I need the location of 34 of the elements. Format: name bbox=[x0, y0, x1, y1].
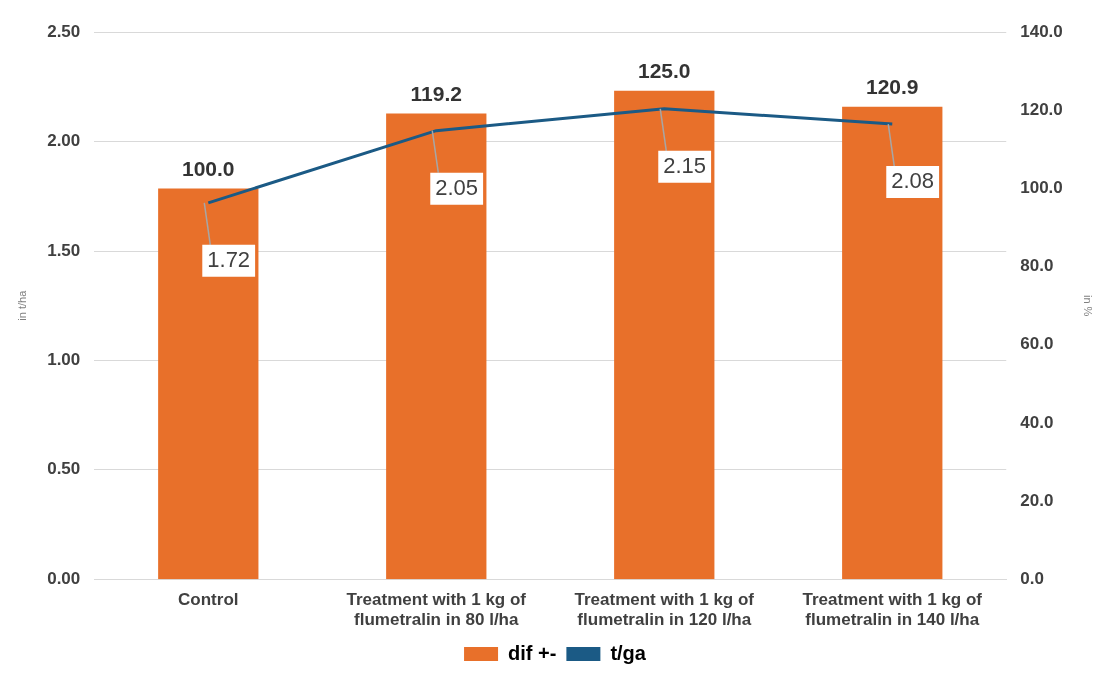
y2-tick-label: 20.0 bbox=[1020, 490, 1054, 510]
y2-tick-label: 100.0 bbox=[1020, 178, 1063, 198]
y2-tick-label: 140.0 bbox=[1020, 21, 1063, 41]
bar bbox=[386, 113, 487, 580]
y2-tick-label: 60.0 bbox=[1020, 334, 1054, 354]
data-label: 2.05 bbox=[435, 174, 479, 200]
legend-label: t/ga bbox=[610, 641, 647, 664]
y2-tick-label: 80.0 bbox=[1020, 256, 1054, 276]
y-tick-label: 1.00 bbox=[47, 350, 81, 370]
y-tick-label: 2.50 bbox=[47, 21, 81, 41]
data-label: 1.72 bbox=[207, 246, 251, 272]
data-label: 2.15 bbox=[663, 152, 707, 178]
x-tick-label: Treatment with 1 kg of flumetralin in 80 l/ha bbox=[346, 590, 527, 630]
y-axis-title: in t/ha bbox=[15, 289, 28, 321]
data-label: 120.9 bbox=[865, 75, 919, 99]
y2-tick-label: 120.0 bbox=[1020, 100, 1063, 120]
y2-tick-label: 0.0 bbox=[1020, 568, 1044, 588]
bar bbox=[614, 90, 715, 580]
y2-tick-label: 40.0 bbox=[1020, 412, 1054, 432]
x-tick-label: Treatment with 1 kg of flumetralin in 120 l/ha bbox=[574, 590, 755, 630]
data-label: 2.08 bbox=[891, 168, 935, 194]
legend-label: dif +- bbox=[508, 641, 557, 664]
bar bbox=[842, 106, 943, 580]
y2-axis-title: in % bbox=[1082, 295, 1095, 317]
y-tick-label: 2.00 bbox=[47, 131, 81, 151]
x-tick-label: Treatment with 1 kg of flumetralin in 140 l/ha bbox=[802, 590, 983, 630]
y-tick-label: 1.50 bbox=[47, 240, 81, 260]
x-tick-label: Control bbox=[178, 590, 239, 610]
bar bbox=[158, 188, 259, 580]
y-tick-label: 0.50 bbox=[47, 459, 81, 479]
data-label: 125.0 bbox=[637, 59, 691, 83]
data-label: 119.2 bbox=[410, 81, 462, 105]
data-label: 100.0 bbox=[182, 156, 235, 180]
y-tick-label: 0.00 bbox=[47, 568, 81, 588]
